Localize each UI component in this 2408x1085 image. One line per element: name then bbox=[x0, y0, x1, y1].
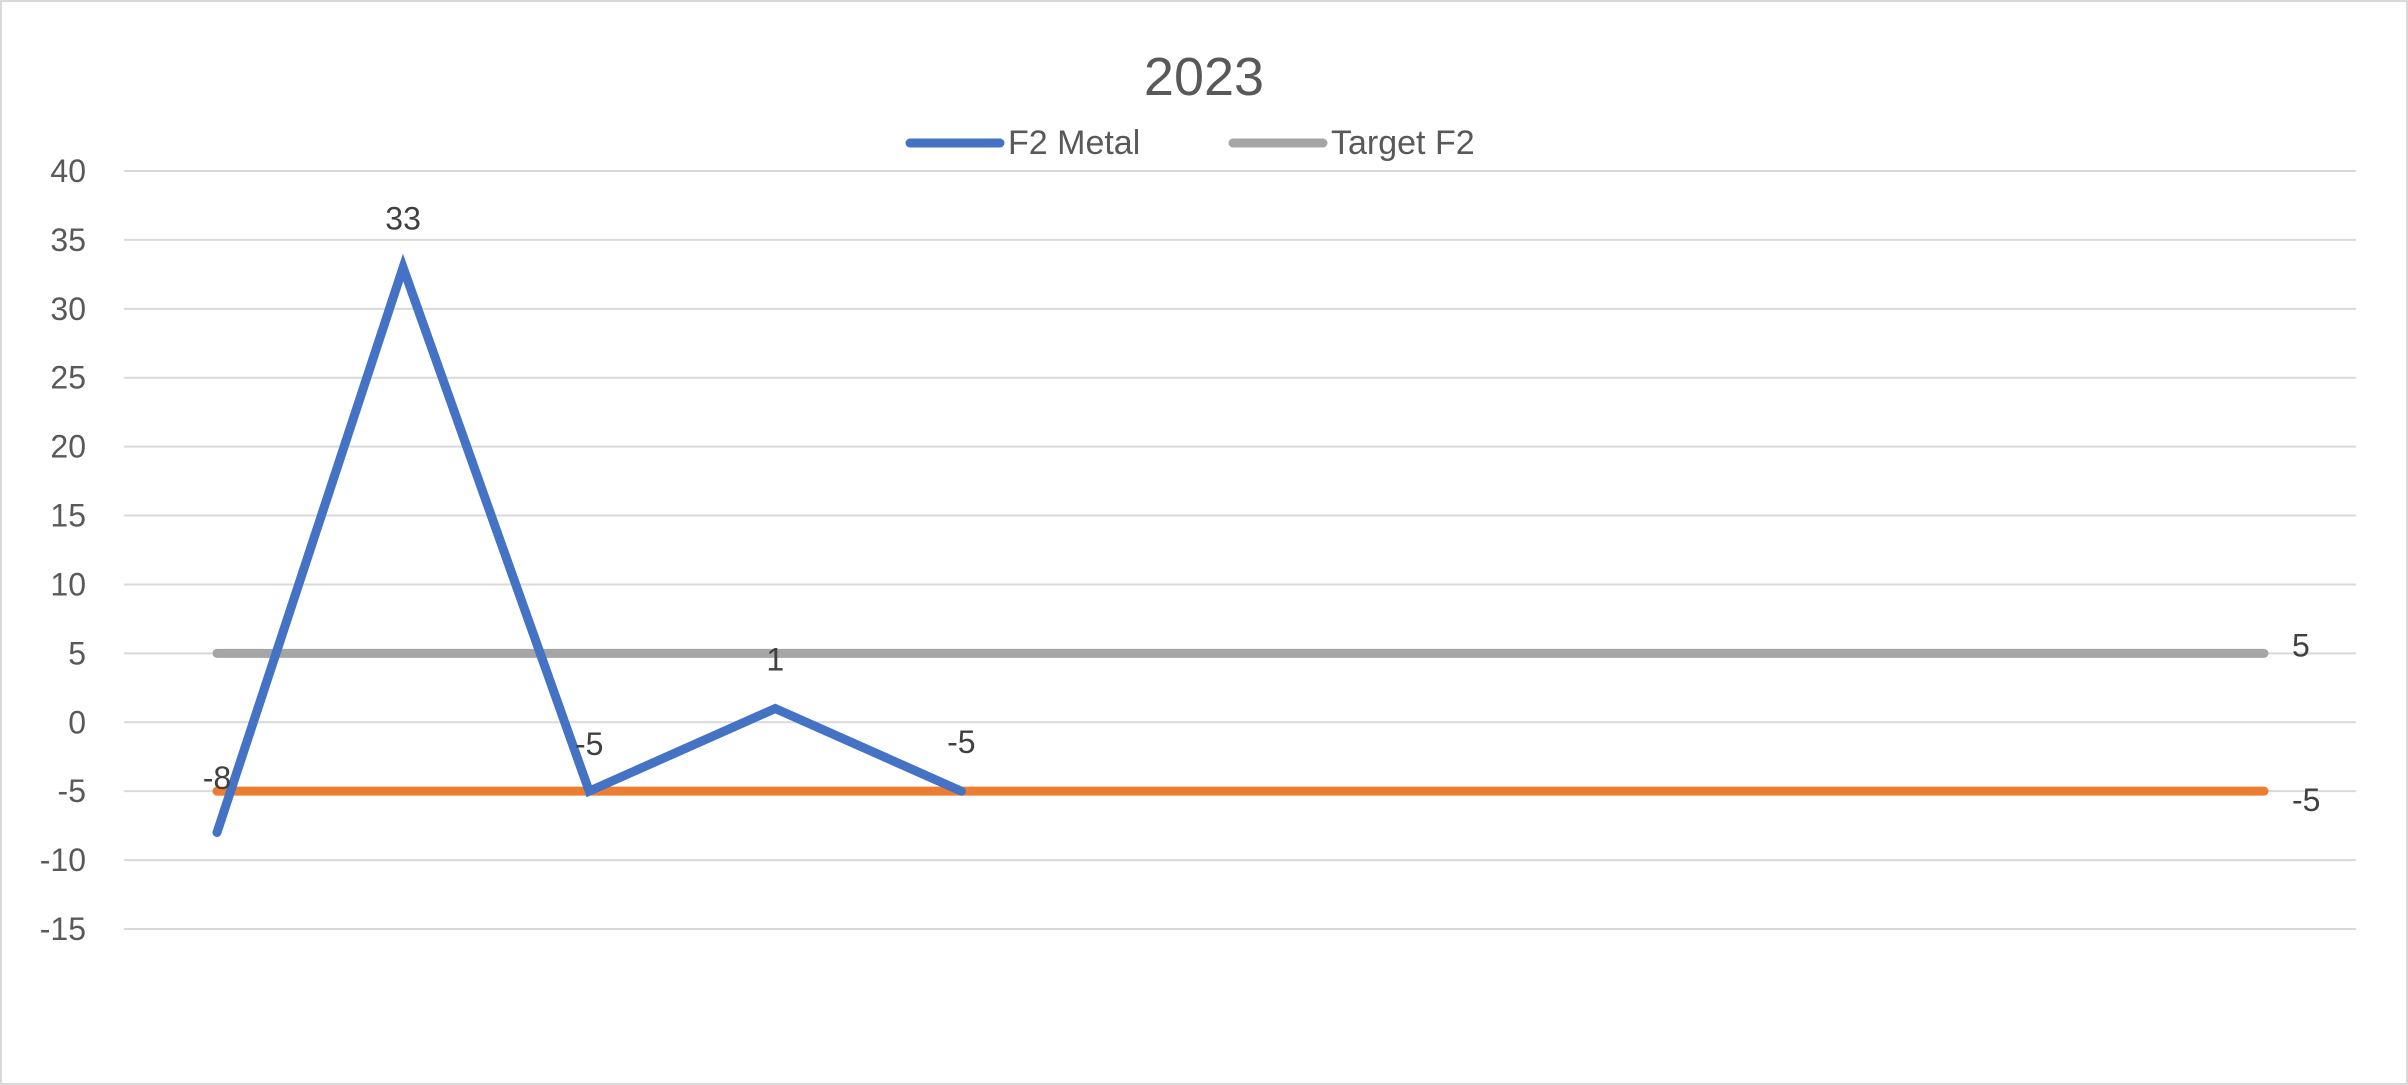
data-label-f2-metal: -8 bbox=[203, 760, 231, 796]
y-tick-label: 5 bbox=[68, 635, 86, 671]
series-line-f2-metal bbox=[212, 253, 966, 838]
y-tick-label: 35 bbox=[50, 222, 86, 258]
legend: F2 Metal Target F2 bbox=[905, 124, 1475, 162]
end-label-series-1: 5 bbox=[2292, 627, 2310, 663]
y-tick-label: 20 bbox=[50, 429, 86, 465]
y-tick-label: -15 bbox=[40, 911, 86, 947]
y-tick-label: 15 bbox=[50, 498, 86, 534]
y-tick-label: -10 bbox=[40, 842, 86, 878]
y-axis-ticks: 40 35 30 25 20 15 10 5 0 -5 -10 -15 bbox=[40, 153, 86, 947]
series-lines bbox=[212, 253, 2269, 838]
y-tick-label: -5 bbox=[58, 773, 86, 809]
data-label-f2-metal: -5 bbox=[947, 724, 975, 760]
legend-label-f2-metal: F2 Metal bbox=[1008, 124, 1140, 162]
gridlines bbox=[124, 170, 2356, 930]
y-tick-label: 25 bbox=[50, 360, 86, 396]
chart-title: 2023 bbox=[1144, 47, 1264, 107]
data-label-f2-metal: -5 bbox=[575, 726, 603, 762]
y-tick-label: 30 bbox=[50, 291, 86, 327]
end-label-series-2: -5 bbox=[2292, 782, 2320, 818]
data-label-f2-metal: 33 bbox=[385, 200, 421, 236]
y-tick-label: 40 bbox=[50, 153, 86, 189]
data-labels: -8 33 -5 1 -5 5 -5 bbox=[203, 200, 2321, 818]
data-label-f2-metal: 1 bbox=[766, 641, 784, 677]
y-tick-label: 0 bbox=[68, 704, 86, 740]
legend-label-target-f2: Target F2 bbox=[1331, 124, 1475, 162]
y-tick-label: 10 bbox=[50, 566, 86, 602]
